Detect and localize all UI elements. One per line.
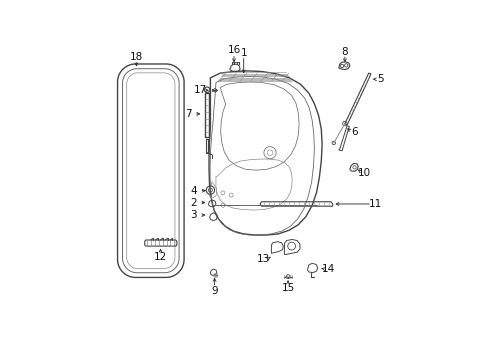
Text: 11: 11: [368, 199, 381, 209]
Text: 18: 18: [129, 52, 142, 62]
Text: 16: 16: [227, 45, 240, 55]
Text: 7: 7: [184, 109, 191, 119]
Text: 8: 8: [341, 46, 347, 57]
Text: 10: 10: [357, 168, 370, 179]
Text: 6: 6: [350, 127, 357, 137]
Text: 2: 2: [190, 198, 197, 208]
Text: 4: 4: [190, 186, 197, 196]
Text: 1: 1: [240, 48, 246, 58]
Text: 13: 13: [257, 254, 270, 264]
Text: 15: 15: [281, 283, 294, 293]
Text: 17: 17: [193, 85, 206, 95]
Text: 12: 12: [154, 252, 167, 262]
Text: 3: 3: [190, 210, 197, 220]
Text: 9: 9: [211, 286, 218, 296]
Text: 5: 5: [377, 74, 384, 84]
Text: 14: 14: [321, 264, 334, 274]
